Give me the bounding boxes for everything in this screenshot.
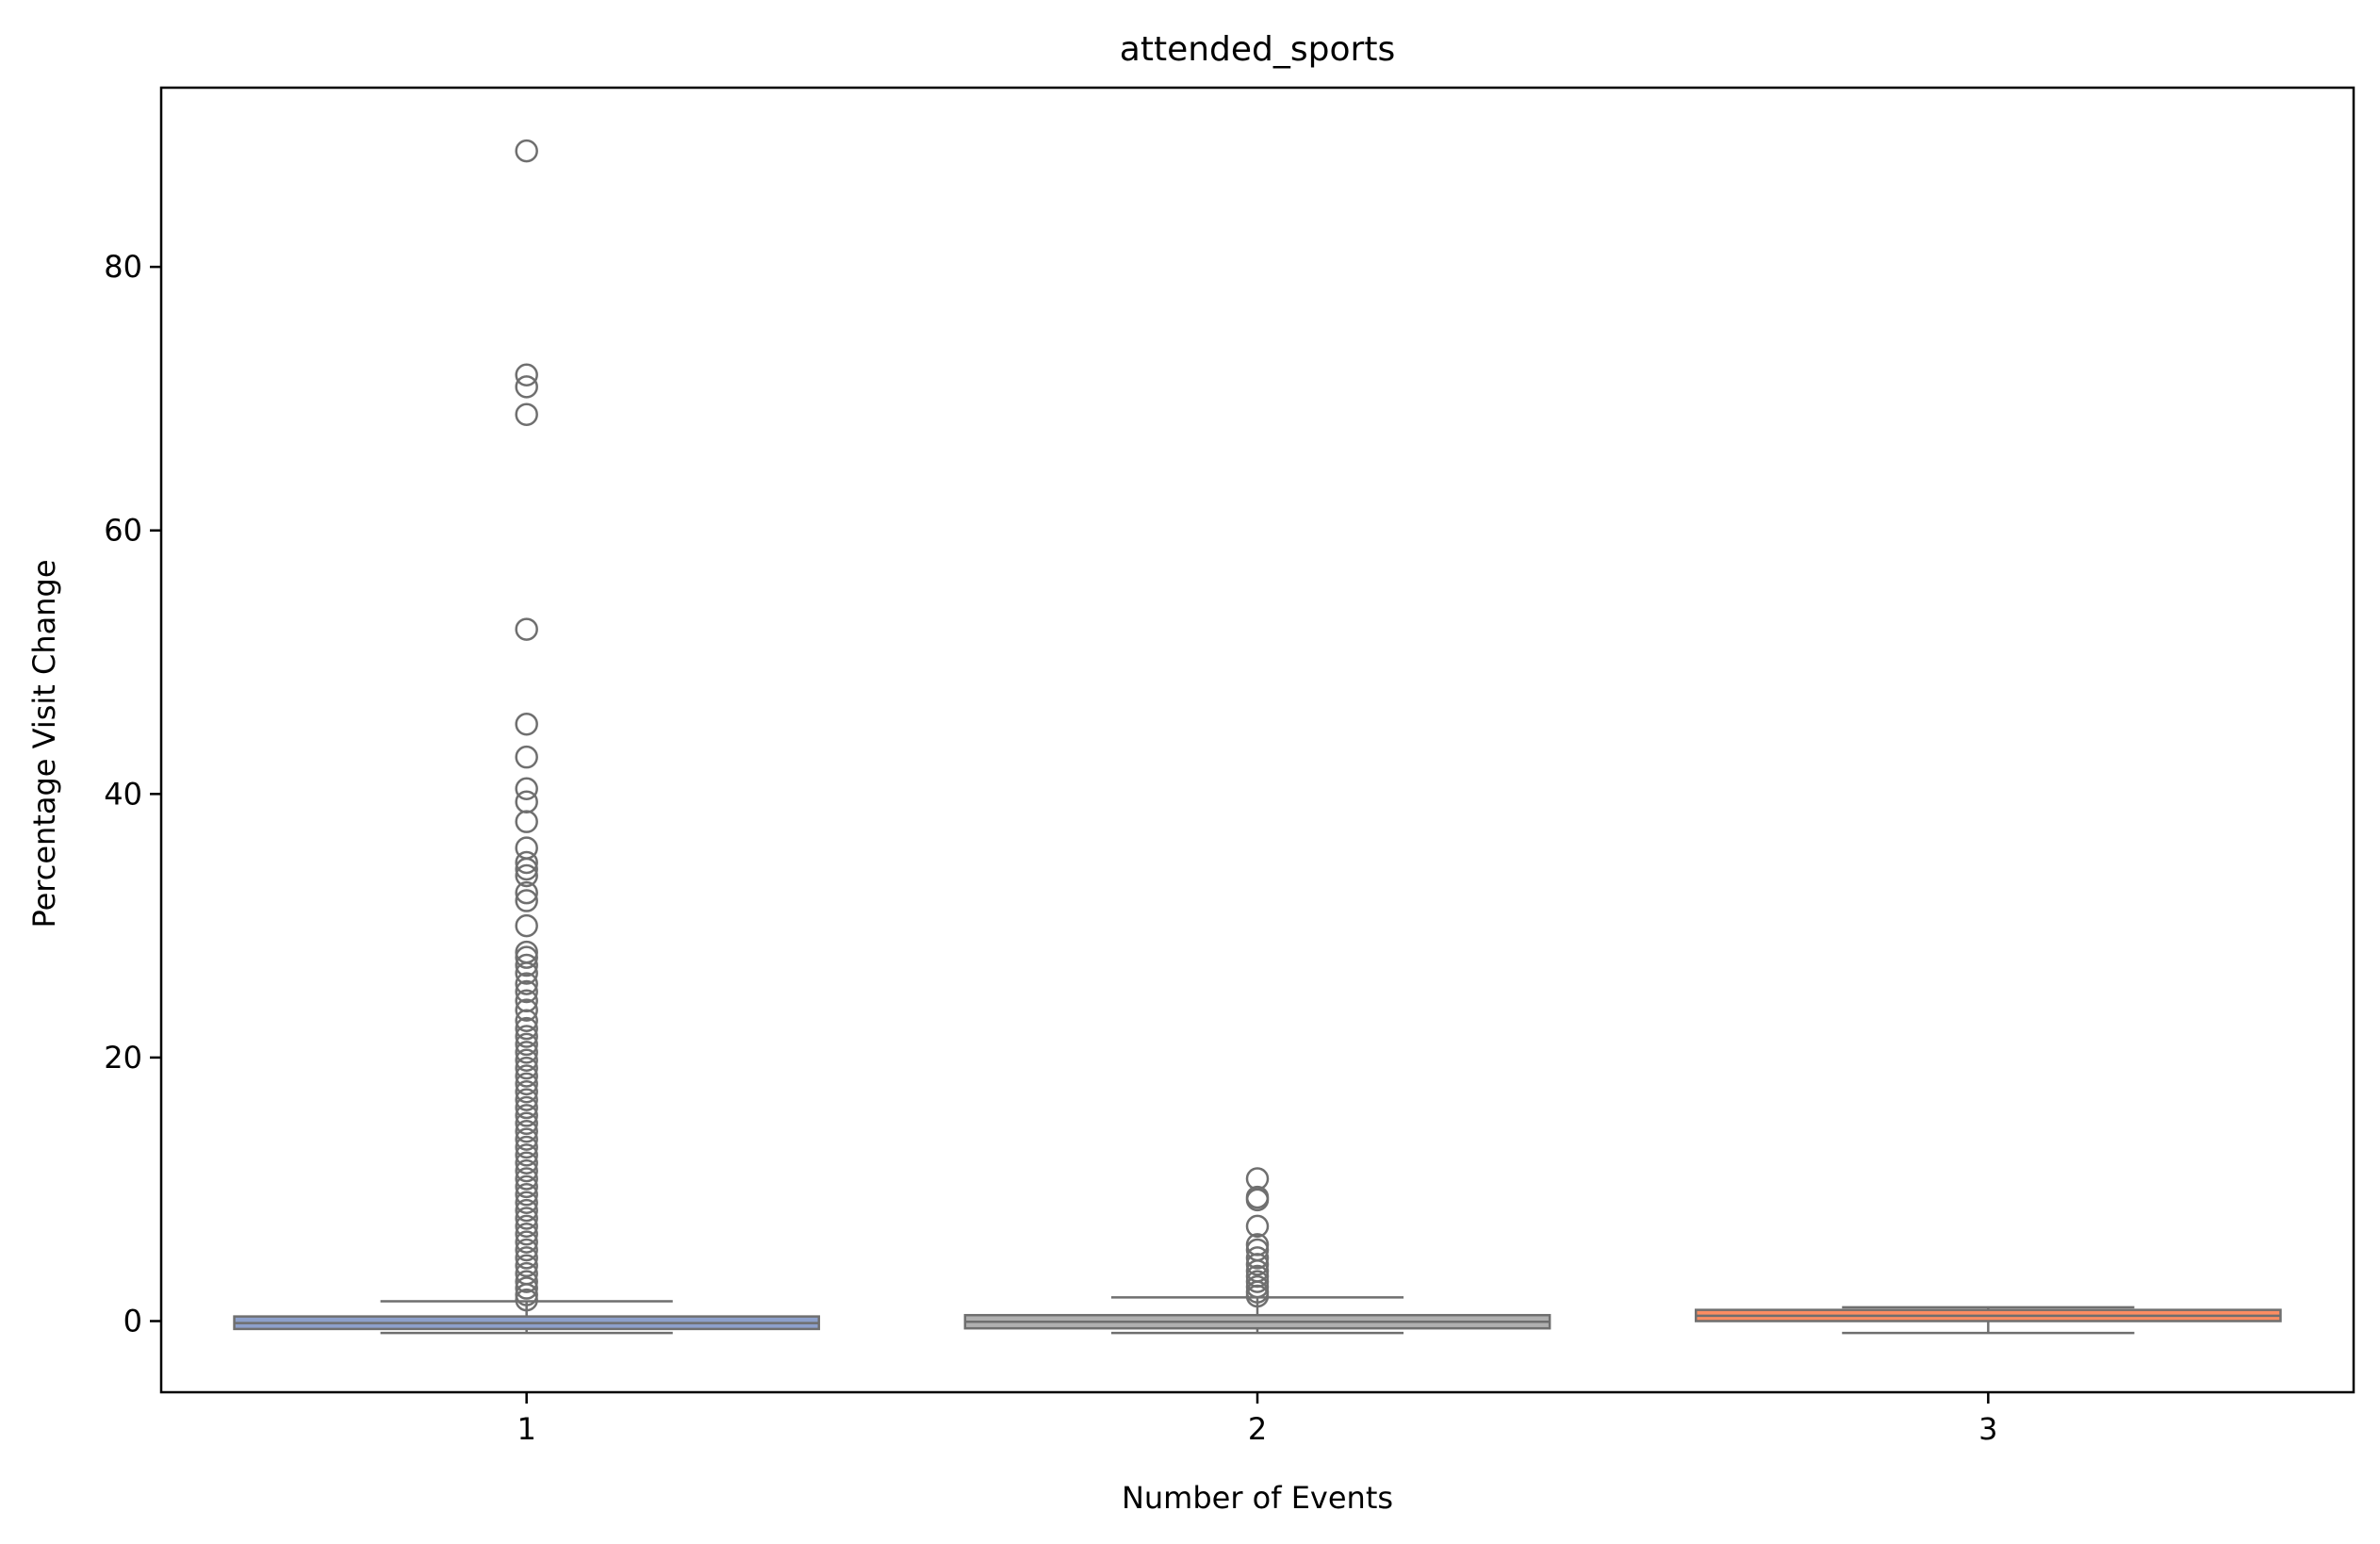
outlier-point xyxy=(515,139,538,163)
outlier-point xyxy=(515,1009,538,1033)
y-tick-label: 40 xyxy=(104,776,142,812)
outlier-point xyxy=(515,979,538,1004)
outlier-point xyxy=(515,972,538,995)
outlier-point xyxy=(515,850,538,875)
x-tick-label: 1 xyxy=(517,1411,535,1447)
outlier-point xyxy=(515,1246,538,1270)
outlier-point xyxy=(515,363,538,387)
outlier-point xyxy=(515,1104,538,1127)
box-series xyxy=(233,139,2282,1335)
outlier-point xyxy=(515,1167,538,1191)
outlier-point xyxy=(515,1207,538,1230)
outlier-point xyxy=(1245,1270,1270,1293)
outlier-point xyxy=(1245,1246,1270,1270)
outlier-point xyxy=(515,1135,538,1159)
outlier-point xyxy=(515,1174,538,1199)
outlier-point xyxy=(515,998,538,1022)
x-tick-label: 3 xyxy=(1978,1411,1997,1447)
x-axis: 1 2 3 xyxy=(517,1392,1998,1447)
outlier-point xyxy=(515,1111,538,1136)
outlier-point xyxy=(515,1222,538,1246)
outlier-point xyxy=(515,1048,538,1072)
outlier-point xyxy=(515,889,538,912)
outlier-point xyxy=(515,1064,538,1088)
outlier-point xyxy=(515,1119,538,1143)
y-tick-label: 0 xyxy=(123,1304,142,1339)
outlier-point xyxy=(515,1158,538,1183)
outlier-point xyxy=(515,1151,538,1175)
outlier-point xyxy=(515,1041,538,1064)
outlier-point xyxy=(515,1095,538,1120)
outlier-point xyxy=(515,953,538,977)
outlier-point xyxy=(515,712,538,736)
outlier-point xyxy=(515,745,538,769)
outlier-point xyxy=(515,1088,538,1111)
y-tick-label: 80 xyxy=(104,249,142,285)
outlier-point xyxy=(515,617,538,641)
outlier-point xyxy=(515,945,538,969)
outlier-point xyxy=(515,1238,538,1262)
outlier-point xyxy=(515,1283,538,1306)
box-group-1 xyxy=(233,139,821,1335)
y-axis-label: Percentage Visit Change xyxy=(26,559,62,928)
outlier-point xyxy=(515,961,538,985)
outlier-point xyxy=(515,1254,538,1278)
outlier-point xyxy=(1245,1188,1270,1212)
outlier-point xyxy=(515,1032,538,1057)
outlier-point xyxy=(515,810,538,833)
outlier-point xyxy=(515,863,538,888)
chart-title: attended_sports xyxy=(1120,30,1395,69)
outlier-point xyxy=(515,1191,538,1214)
outlier-point xyxy=(515,880,538,905)
outlier-point xyxy=(515,1072,538,1096)
outlier-point xyxy=(515,1056,538,1080)
x-tick-label: 2 xyxy=(1248,1411,1267,1447)
outlier-point xyxy=(515,1016,538,1041)
outlier-point xyxy=(515,1214,538,1239)
y-tick-label: 20 xyxy=(104,1040,142,1076)
y-tick-label: 60 xyxy=(104,513,142,549)
outlier-point xyxy=(515,777,538,800)
outlier-point xyxy=(515,1276,538,1300)
outlier-point xyxy=(515,1288,538,1312)
x-axis-label: Number of Events xyxy=(1122,1480,1393,1516)
outlier-point xyxy=(515,1230,538,1254)
outlier-point xyxy=(515,1270,538,1293)
outlier-point xyxy=(515,1198,538,1223)
outlier-point xyxy=(515,790,538,813)
plot-area-frame xyxy=(159,86,2355,1394)
outlier-point xyxy=(515,857,538,881)
outlier-point xyxy=(1245,1214,1270,1239)
box-group-2 xyxy=(963,1167,1551,1335)
outlier-point xyxy=(1245,1253,1270,1276)
outlier-point xyxy=(515,375,538,399)
outlier-point xyxy=(515,1080,538,1104)
outlier-point xyxy=(515,1143,538,1167)
outlier-point xyxy=(515,1127,538,1151)
outlier-point xyxy=(515,913,538,938)
box-group-3 xyxy=(1694,1306,2282,1335)
outlier-point xyxy=(1245,1284,1270,1308)
y-axis: 0 20 40 60 80 xyxy=(104,249,161,1339)
outlier-point xyxy=(1245,1274,1270,1299)
outlier-point xyxy=(515,1183,538,1207)
outlier-point xyxy=(515,402,538,426)
outlier-point xyxy=(515,1025,538,1048)
